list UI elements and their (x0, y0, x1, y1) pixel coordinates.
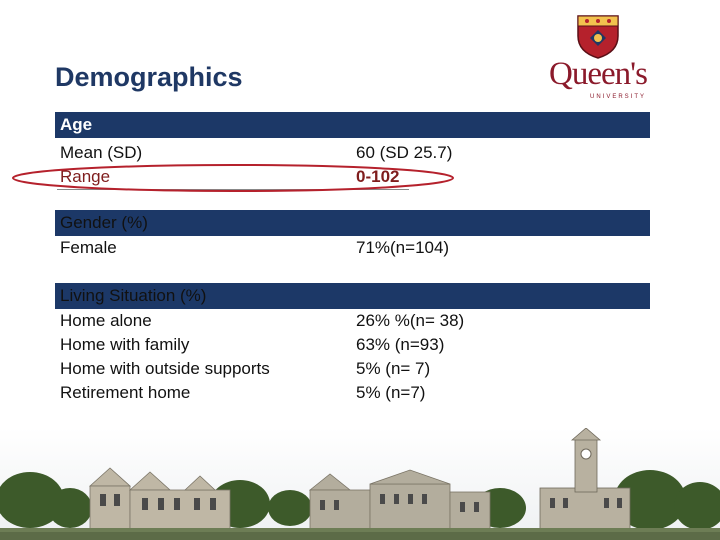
age-header-label: Age (60, 115, 93, 134)
living-alone-label: Home alone (60, 311, 152, 330)
living-family-label: Home with family (60, 335, 190, 354)
slide-title: Demographics (55, 62, 243, 92)
living-retirement-value: 5% (n=7) (356, 383, 426, 402)
gender-female-label: Female (60, 238, 117, 257)
gender-header-bar (55, 210, 650, 236)
logo-wordmark: Queen's (549, 56, 648, 92)
age-mean-label: Mean (SD) (60, 143, 143, 162)
age-header-bar (55, 112, 650, 138)
living-header-label: Living Situation (%) (60, 286, 207, 305)
living-supports-value: 5% (n= 7) (356, 359, 431, 378)
living-alone-value: 26% %(n= 38) (356, 311, 465, 330)
queens-university-logo: Queen's UNIVERSITY (528, 14, 668, 104)
crest-icon (577, 15, 619, 59)
logo-subtitle: UNIVERSITY (590, 94, 647, 100)
age-range-value: 0-102 (356, 167, 400, 186)
living-header-bar (55, 283, 650, 309)
campus-skyline-image (0, 428, 720, 540)
living-retirement-label: Retirement home (60, 383, 191, 402)
living-family-value: 63% (n=93) (356, 335, 445, 354)
gender-header-label: Gender (%) (60, 213, 148, 232)
range-underline (57, 189, 409, 190)
living-supports-label: Home with outside supports (60, 359, 270, 378)
age-mean-value: 60 (SD 25.7) (356, 143, 453, 162)
age-range-label: Range (60, 167, 111, 186)
gender-female-value: 71%(n=104) (356, 238, 450, 257)
